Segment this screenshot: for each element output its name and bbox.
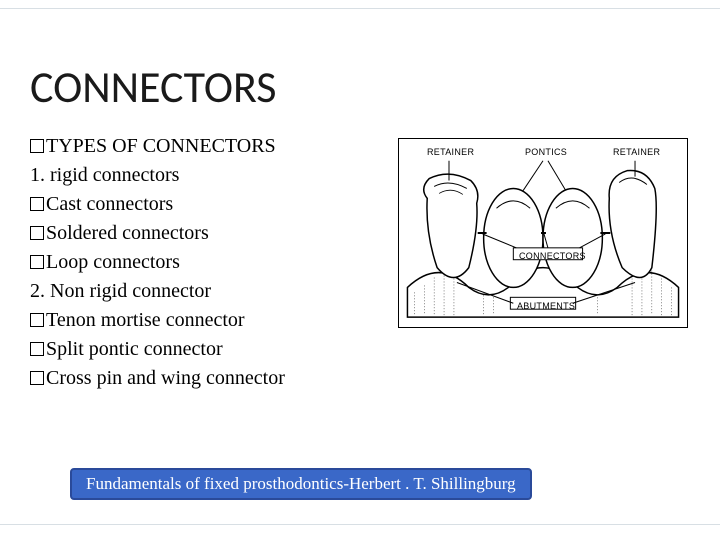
list-column: TYPES OF CONNECTORS 1. rigid connectors … (30, 132, 380, 393)
list-text: Cast connectors (46, 193, 173, 215)
list-text: Loop connectors (46, 251, 180, 273)
diagram-label-connectors: CONNECTORS (519, 251, 586, 261)
texture-line (0, 8, 720, 9)
page-title: CONNECTORS (30, 60, 690, 114)
bridge-diagram: RETAINER PONTICS RETAINER CONNECTORS ABU… (398, 138, 688, 328)
bullet-icon (30, 255, 44, 269)
list-text: 2. Non rigid connector (30, 280, 211, 302)
list-item: Soldered connectors (30, 219, 380, 248)
list-item: Split pontic connector (30, 335, 380, 364)
bullet-icon (30, 313, 44, 327)
list-item: Cross pin and wing connector (30, 364, 380, 393)
list-text: Cross pin and wing connector (46, 367, 285, 389)
list-item: Cast connectors (30, 190, 380, 219)
footer-bar: Fundamentals of fixed prosthodontics-Her… (70, 468, 532, 500)
list-text: TYPES OF CONNECTORS (46, 135, 276, 157)
bullet-icon (30, 226, 44, 240)
diagram-label-retainer-left: RETAINER (427, 147, 474, 157)
list-text: Soldered connectors (46, 222, 209, 244)
bullet-icon (30, 139, 44, 153)
slide: CONNECTORS TYPES OF CONNECTORS 1. rigid … (0, 0, 720, 540)
texture-line (0, 524, 720, 525)
diagram-column: RETAINER PONTICS RETAINER CONNECTORS ABU… (398, 132, 690, 328)
list-text: Split pontic connector (46, 338, 223, 360)
bullet-icon (30, 342, 44, 356)
bullet-icon (30, 371, 44, 385)
diagram-label-abutments: ABUTMENTS (517, 301, 575, 311)
footer-text: Fundamentals of fixed prosthodontics-Her… (86, 474, 516, 493)
content-row: TYPES OF CONNECTORS 1. rigid connectors … (30, 132, 690, 393)
list-text: Tenon mortise connector (46, 309, 245, 331)
diagram-svg (399, 139, 687, 327)
list-item: TYPES OF CONNECTORS (30, 132, 380, 161)
diagram-label-retainer-right: RETAINER (613, 147, 660, 157)
list-item: 1. rigid connectors (30, 161, 380, 190)
list-item: 2. Non rigid connector (30, 277, 380, 306)
diagram-label-pontics: PONTICS (525, 147, 567, 157)
list-item: Tenon mortise connector (30, 306, 380, 335)
bullet-icon (30, 197, 44, 211)
list-item: Loop connectors (30, 248, 380, 277)
list-text: 1. rigid connectors (30, 164, 179, 186)
